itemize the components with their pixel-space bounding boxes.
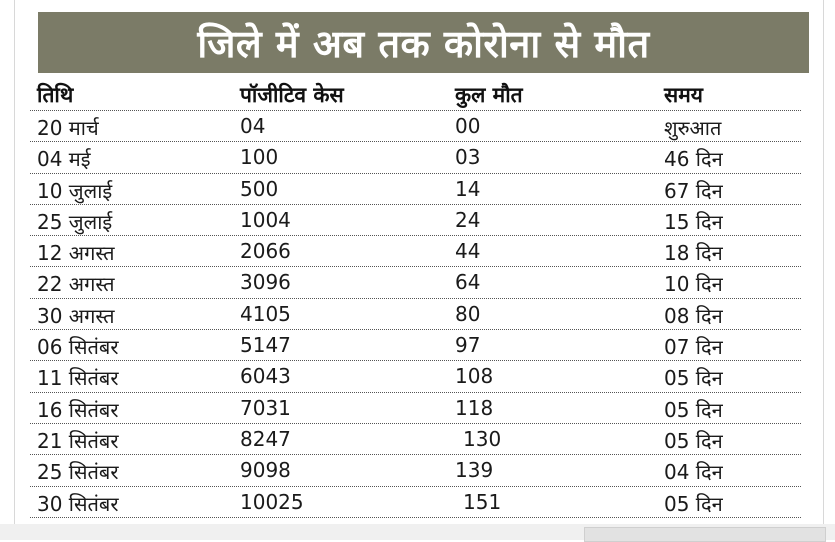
time-cell: शुरुआत — [664, 116, 722, 140]
date-cell: 11 सितंबर — [37, 366, 119, 391]
positive-cases-cell: 100 — [240, 145, 279, 170]
table-row: 16 सितंबर 7031 118 05 दिन — [0, 393, 835, 425]
total-deaths-cell: 151 — [463, 489, 502, 514]
positive-cases-cell: 8247 — [240, 426, 291, 451]
positive-cases-cell: 7031 — [240, 395, 291, 420]
date-cell: 25 सितंबर — [37, 460, 119, 485]
total-deaths-cell: 130 — [463, 426, 502, 451]
table-row: 12 अगस्त 2066 44 18 दिन — [0, 236, 835, 268]
positive-cases-cell: 5147 — [240, 333, 291, 358]
time-cell: 04 दिन — [664, 460, 723, 485]
table-row: 25 सितंबर 9098 139 04 दिन — [0, 455, 835, 487]
date-cell: 30 अगस्त — [37, 303, 115, 328]
date-cell: 21 सितंबर — [37, 428, 119, 453]
positive-cases-cell: 500 — [240, 176, 279, 201]
positive-cases-cell: 3096 — [240, 270, 291, 295]
time-cell: 15 दिन — [664, 209, 723, 234]
time-cell: 46 दिन — [664, 147, 723, 172]
table-row: 22 अगस्त 3096 64 10 दिन — [0, 267, 835, 300]
date-cell: 30 सितंबर — [37, 491, 119, 516]
positive-cases-cell: 10025 — [240, 489, 304, 514]
date-cell: 20 मार्च — [37, 116, 99, 140]
total-deaths-cell: 64 — [455, 270, 481, 295]
header-date: तिथि — [37, 83, 74, 107]
table-row: 20 मार्च 04 00 शुरुआत — [0, 111, 835, 143]
total-deaths-cell: 24 — [455, 207, 481, 232]
total-deaths-cell: 139 — [455, 458, 494, 483]
time-cell: 05 दिन — [664, 366, 723, 391]
total-deaths-cell: 03 — [455, 145, 481, 170]
positive-cases-cell: 1004 — [240, 207, 291, 232]
date-cell: 25 जुलाई — [37, 209, 113, 234]
header-positive-cases: पॉजीटिव केस — [240, 83, 344, 107]
positive-cases-cell: 04 — [240, 114, 266, 138]
date-cell: 12 अगस्त — [37, 241, 115, 266]
table-row: 11 सितंबर 6043 108 05 दिन — [0, 361, 835, 393]
table-title: जिले में अब तक कोरोना से मौत — [197, 21, 650, 66]
table-row: 06 सितंबर 5147 97 07 दिन — [0, 330, 835, 362]
total-deaths-cell: 108 — [455, 364, 494, 389]
header-total-deaths: कुल मौत — [455, 83, 523, 107]
date-cell: 04 मई — [37, 147, 91, 172]
total-deaths-cell: 44 — [455, 239, 481, 264]
total-deaths-cell: 118 — [455, 395, 494, 420]
time-cell: 05 दिन — [664, 397, 723, 422]
time-cell: 10 दिन — [664, 272, 723, 297]
table-row: 21 सितंबर 8247 130 05 दिन — [0, 424, 835, 456]
table-row: 30 सितंबर 10025 151 05 दिन — [0, 487, 835, 519]
table-row: 04 मई 100 03 46 दिन — [0, 142, 835, 174]
total-deaths-cell: 97 — [455, 333, 481, 358]
positive-cases-cell: 9098 — [240, 458, 291, 483]
table-frame — [14, 0, 824, 524]
table-row: 10 जुलाई 500 14 67 दिन — [0, 174, 835, 206]
title-banner: जिले में अब तक कोरोना से मौत — [38, 12, 809, 73]
positive-cases-cell: 6043 — [240, 364, 291, 389]
table-row: 25 जुलाई 1004 24 15 दिन — [0, 205, 835, 237]
total-deaths-cell: 00 — [455, 114, 481, 138]
time-cell: 18 दिन — [664, 241, 723, 266]
table-header: तिथि पॉजीटिव केस कुल मौत समय — [0, 81, 835, 111]
header-time: समय — [664, 83, 703, 107]
time-cell: 07 दिन — [664, 335, 723, 360]
time-cell: 67 दिन — [664, 178, 723, 203]
time-cell: 05 दिन — [664, 491, 723, 516]
date-cell: 06 सितंबर — [37, 335, 119, 360]
table-row: 30 अगस्त 4105 80 08 दिन — [0, 299, 835, 331]
positive-cases-cell: 2066 — [240, 239, 291, 264]
total-deaths-cell: 80 — [455, 301, 481, 326]
time-cell: 05 दिन — [664, 428, 723, 453]
positive-cases-cell: 4105 — [240, 301, 291, 326]
date-cell: 22 अगस्त — [37, 272, 115, 297]
date-cell: 16 सितंबर — [37, 397, 119, 422]
time-cell: 08 दिन — [664, 303, 723, 328]
date-cell: 10 जुलाई — [37, 178, 113, 203]
total-deaths-cell: 14 — [455, 176, 481, 201]
table-body: 20 मार्च 04 00 शुरुआत 04 मई 100 03 46 दिन 10 जुल… — [0, 111, 835, 519]
